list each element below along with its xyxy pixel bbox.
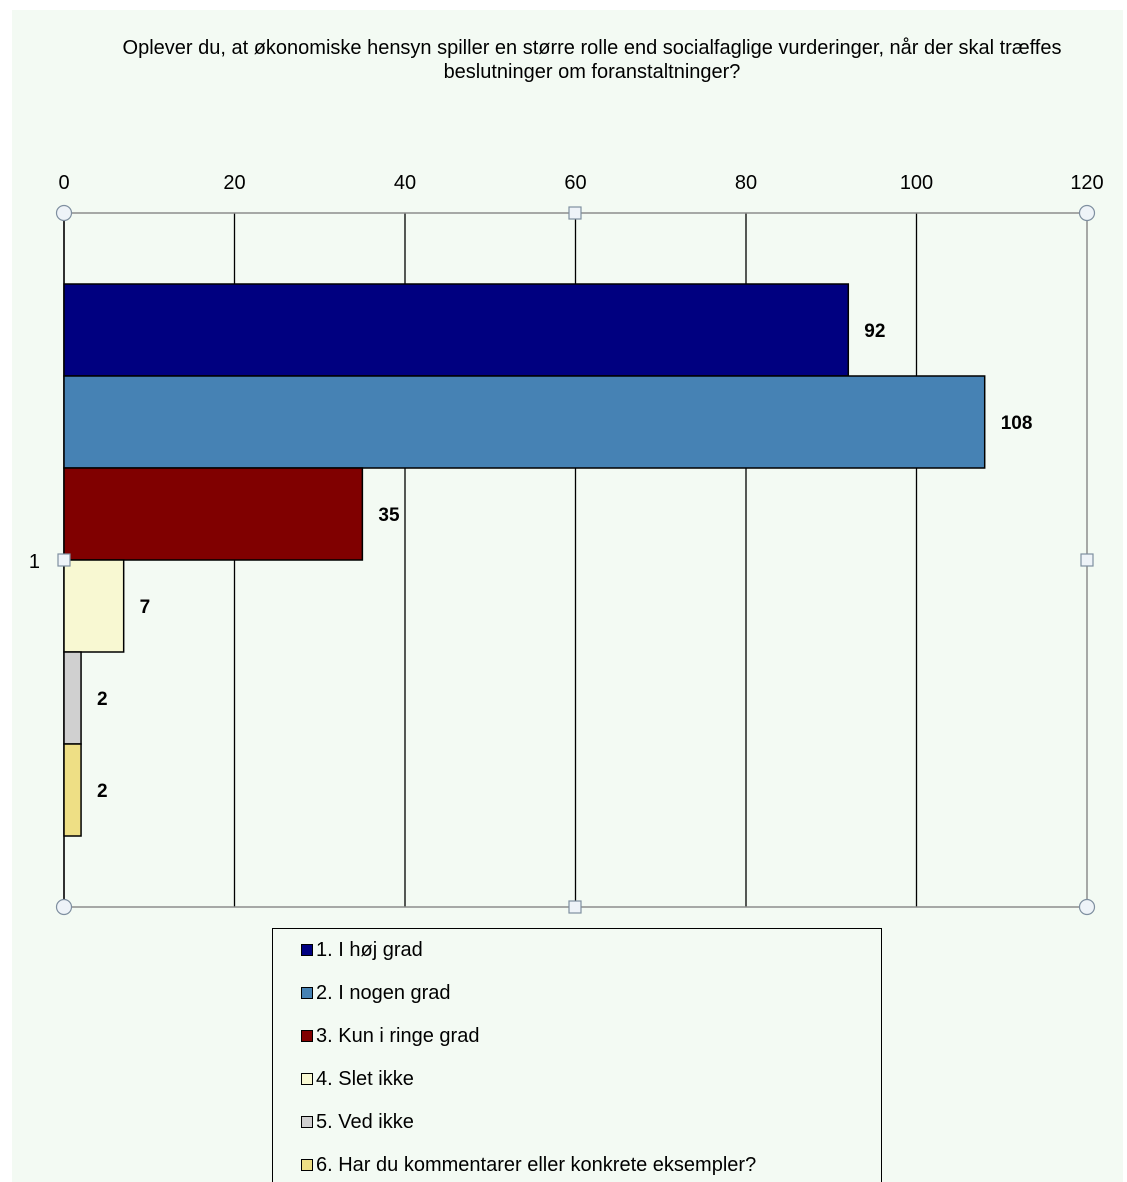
- y-category-label: 1: [29, 551, 40, 573]
- legend-swatch: [301, 987, 313, 999]
- bar: [63, 743, 82, 837]
- legend-label: 4. Slet ikke: [316, 1067, 414, 1090]
- data-label: 35: [378, 505, 400, 526]
- selection-handle-corner: [55, 898, 73, 916]
- legend-label: 5. Ved ikke: [316, 1110, 414, 1133]
- data-label: 108: [1001, 413, 1033, 434]
- legend-item: 4. Slet ikke: [301, 1066, 414, 1092]
- bar: [63, 283, 850, 377]
- data-label: 92: [864, 321, 885, 342]
- legend-swatch: [301, 1030, 313, 1042]
- legend-item: 1. I høj grad: [301, 937, 423, 963]
- legend-label: 3. Kun i ringe grad: [316, 1024, 480, 1047]
- bar: [63, 651, 82, 745]
- bar: [63, 467, 364, 561]
- bar: [63, 559, 125, 653]
- legend-swatch: [301, 1073, 313, 1085]
- legend-label: 2. I nogen grad: [316, 981, 451, 1004]
- selection-handle-side: [57, 553, 71, 567]
- chart-title: Oplever du, at økonomiske hensyn spiller…: [122, 37, 1062, 83]
- selection-handle-side: [568, 206, 582, 220]
- legend-swatch: [301, 1159, 313, 1171]
- selection-handle-side: [1080, 553, 1094, 567]
- x-tick-label: 20: [223, 172, 245, 194]
- chart-plot: 0 20 40 60 80 100 120 1 92 108 35 7 2 2: [29, 172, 1104, 916]
- legend-label: 6. Har du kommentarer eller konkrete eks…: [316, 1153, 757, 1176]
- data-label: 2: [97, 689, 108, 710]
- legend-label: 1. I høj grad: [316, 938, 423, 961]
- selection-handle-corner: [1078, 898, 1096, 916]
- selection-handle-side: [568, 900, 582, 914]
- x-tick-label: 0: [58, 172, 69, 194]
- data-label: 7: [140, 597, 151, 618]
- x-tick-label: 60: [564, 172, 586, 194]
- legend-item: 6. Har du kommentarer eller konkrete eks…: [301, 1152, 756, 1178]
- x-tick-label: 100: [900, 172, 933, 194]
- legend-item: 3. Kun i ringe grad: [301, 1023, 479, 1049]
- legend-swatch: [301, 1116, 313, 1128]
- x-tick-label: 80: [735, 172, 757, 194]
- x-tick-label: 40: [394, 172, 416, 194]
- legend-swatch: [301, 944, 313, 956]
- legend-item: 2. I nogen grad: [301, 980, 451, 1006]
- selection-handle-corner: [55, 204, 73, 222]
- bar: [63, 375, 986, 469]
- chart-legend: 1. I høj grad 2. I nogen grad 3. Kun i rin…: [272, 928, 882, 1182]
- data-label: 2: [97, 781, 108, 802]
- x-tick-label: 120: [1070, 172, 1103, 194]
- legend-item: 5. Ved ikke: [301, 1109, 414, 1135]
- selection-handle-corner: [1078, 204, 1096, 222]
